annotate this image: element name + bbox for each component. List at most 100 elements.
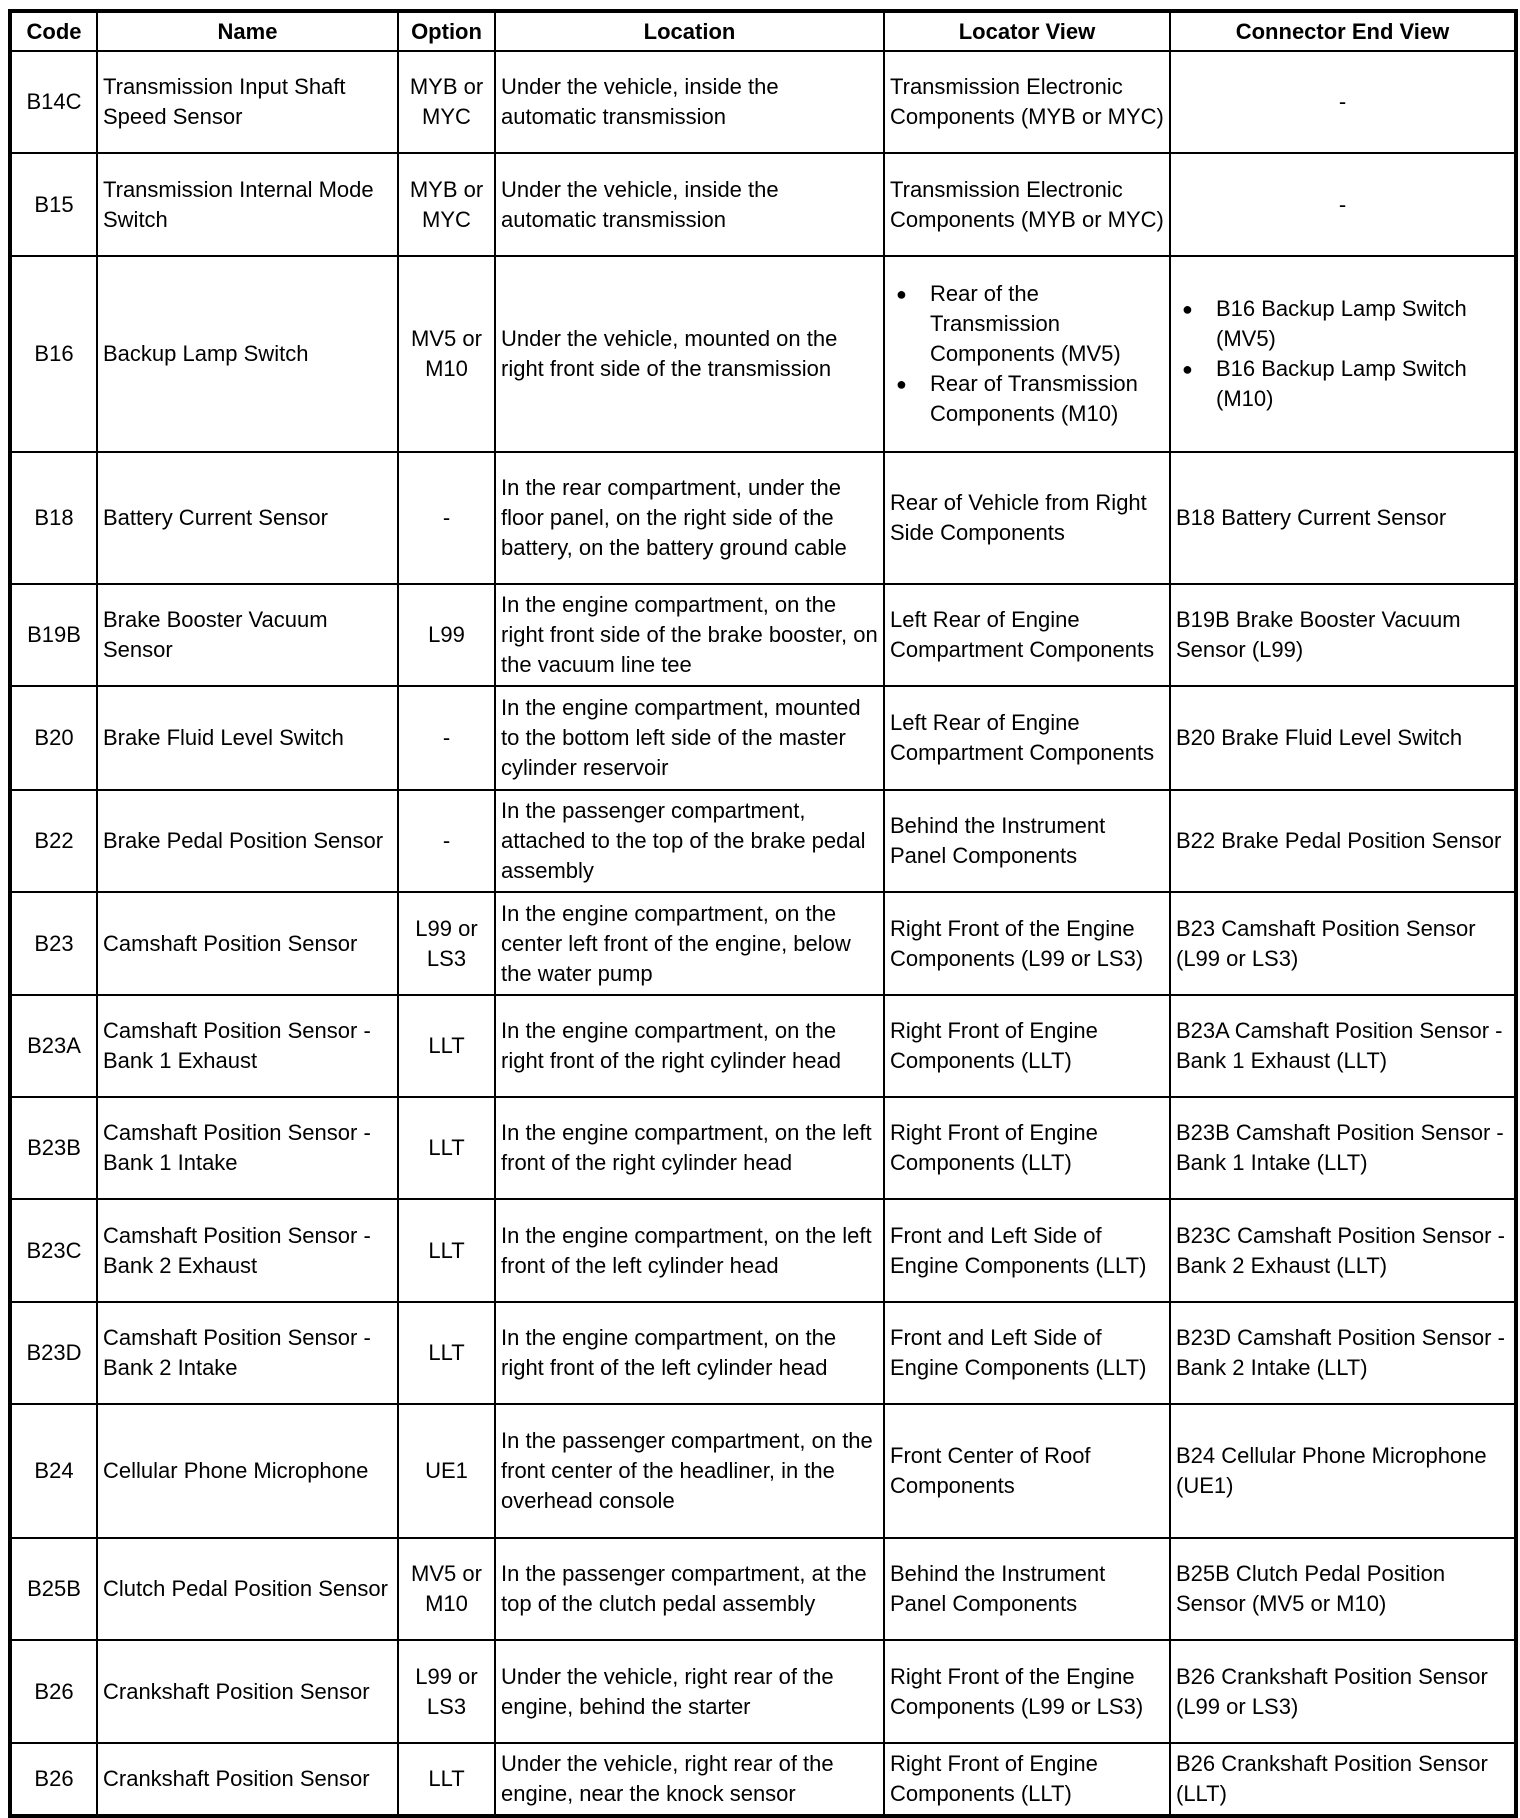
cell-code: B24 <box>9 1403 98 1539</box>
cell-code: B22 <box>9 789 98 893</box>
cell-connector: B23B Camshaft Position Sensor - Bank 1 I… <box>1169 1096 1517 1200</box>
cell-name: Crankshaft Position Sensor <box>96 1639 399 1744</box>
cell-location: Under the vehicle, inside the automatic … <box>494 152 885 257</box>
cell-location: Under the vehicle, inside the automatic … <box>494 50 885 154</box>
cell-location: In the passenger compartment, attached t… <box>494 789 885 893</box>
cell-code: B23A <box>9 994 98 1098</box>
header-code: Code <box>9 10 98 52</box>
cell-name: Camshaft Position Sensor - Bank 2 Intake <box>96 1301 399 1405</box>
bullet-item: B16 Backup Lamp Switch (M10) <box>1182 354 1509 414</box>
table-row: B19B Brake Booster Vacuum Sensor L99 In the… <box>9 583 1517 687</box>
bullet-item: Rear of the Transmission Components (MV5… <box>896 279 1164 369</box>
cell-name: Brake Booster Vacuum Sensor <box>96 583 399 687</box>
cell-code: B26 <box>9 1639 98 1744</box>
cell-option: UE1 <box>397 1403 496 1539</box>
cell-code: B23D <box>9 1301 98 1405</box>
cell-connector: B23D Camshaft Position Sensor - Bank 2 I… <box>1169 1301 1517 1405</box>
cell-option: - <box>397 685 496 791</box>
table-row: B15 Transmission Internal Mode Switch MYB … <box>9 152 1517 257</box>
cell-code: B23 <box>9 891 98 996</box>
cell-name: Camshaft Position Sensor - Bank 1 Exhaus… <box>96 994 399 1098</box>
table-row: B23 Camshaft Position Sensor L99 or LS3 In … <box>9 891 1517 996</box>
cell-code: B23B <box>9 1096 98 1200</box>
cell-locator: Left Rear of Engine Compartment Componen… <box>883 583 1171 687</box>
cell-name: Brake Fluid Level Switch <box>96 685 399 791</box>
table-row: B23D Camshaft Position Sensor - Bank 2 In… <box>9 1301 1517 1405</box>
cell-option: LLT <box>397 1301 496 1405</box>
cell-code: B16 <box>9 255 98 453</box>
cell-code: B15 <box>9 152 98 257</box>
cell-name: Camshaft Position Sensor - Bank 1 Intake <box>96 1096 399 1200</box>
table-row: B25B Clutch Pedal Position Sensor MV5 or M… <box>9 1537 1517 1641</box>
cell-location: In the engine compartment, on the right … <box>494 1301 885 1405</box>
table-row: B14C Transmission Input Shaft Speed Senso… <box>9 50 1517 154</box>
table-row: B16 Backup Lamp Switch MV5 or M10 Under the… <box>9 255 1517 453</box>
cell-option: L99 <box>397 583 496 687</box>
cell-code: B26 <box>9 1742 98 1817</box>
table-row: B26 Crankshaft Position Sensor L99 or LS3 U… <box>9 1639 1517 1744</box>
cell-connector: B24 Cellular Phone Microphone (UE1) <box>1169 1403 1517 1539</box>
cell-name: Transmission Internal Mode Switch <box>96 152 399 257</box>
cell-connector: B20 Brake Fluid Level Switch <box>1169 685 1517 791</box>
cell-location: Under the vehicle, right rear of the eng… <box>494 1639 885 1744</box>
cell-locator: Front Center of Roof Components <box>883 1403 1171 1539</box>
cell-location: In the rear compartment, under the floor… <box>494 451 885 585</box>
cell-location: Under the vehicle, mounted on the right … <box>494 255 885 453</box>
cell-code: B25B <box>9 1537 98 1641</box>
cell-connector: - <box>1169 50 1517 154</box>
cell-connector: B25B Clutch Pedal Position Sensor (MV5 o… <box>1169 1537 1517 1641</box>
cell-locator: Right Front of Engine Components (LLT) <box>883 1742 1171 1817</box>
cell-locator: Right Front of Engine Components (LLT) <box>883 994 1171 1098</box>
header-row: Code Name Option Location Locator View Connec… <box>9 10 1517 52</box>
cell-code: B20 <box>9 685 98 791</box>
cell-name: Clutch Pedal Position Sensor <box>96 1537 399 1641</box>
header-locator-view: Locator View <box>883 10 1171 52</box>
cell-code: B23C <box>9 1198 98 1303</box>
cell-code: B18 <box>9 451 98 585</box>
cell-name: Brake Pedal Position Sensor <box>96 789 399 893</box>
cell-locator: Transmission Electronic Components (MYB … <box>883 152 1171 257</box>
cell-code: B19B <box>9 583 98 687</box>
cell-locator: Right Front of the Engine Components (L9… <box>883 891 1171 996</box>
cell-connector: B23C Camshaft Position Sensor - Bank 2 E… <box>1169 1198 1517 1303</box>
cell-option: LLT <box>397 1096 496 1200</box>
cell-connector: B26 Crankshaft Position Sensor (LLT) <box>1169 1742 1517 1817</box>
cell-name: Battery Current Sensor <box>96 451 399 585</box>
cell-location: In the engine compartment, mounted to th… <box>494 685 885 791</box>
table-row: B20 Brake Fluid Level Switch - In the engin… <box>9 685 1517 791</box>
cell-option: - <box>397 451 496 585</box>
cell-connector: B16 Backup Lamp Switch (MV5)B16 Backup L… <box>1169 255 1517 453</box>
cell-location: In the engine compartment, on the left f… <box>494 1096 885 1200</box>
cell-option: MV5 or M10 <box>397 255 496 453</box>
cell-locator: Front and Left Side of Engine Components… <box>883 1198 1171 1303</box>
header-location: Location <box>494 10 885 52</box>
cell-name: Camshaft Position Sensor <box>96 891 399 996</box>
cell-locator: Behind the Instrument Panel Components <box>883 1537 1171 1641</box>
cell-location: In the engine compartment, on the center… <box>494 891 885 996</box>
cell-option: LLT <box>397 994 496 1098</box>
cell-locator: Rear of Vehicle from Right Side Componen… <box>883 451 1171 585</box>
cell-connector: B23 Camshaft Position Sensor (L99 or LS3… <box>1169 891 1517 996</box>
cell-locator: Left Rear of Engine Compartment Componen… <box>883 685 1171 791</box>
cell-location: In the engine compartment, on the right … <box>494 994 885 1098</box>
cell-location: In the passenger compartment, on the fro… <box>494 1403 885 1539</box>
cell-option: MYB or MYC <box>397 152 496 257</box>
cell-connector: B23A Camshaft Position Sensor - Bank 1 E… <box>1169 994 1517 1098</box>
component-locator-table: Code Name Option Location Locator View Connec… <box>8 9 1518 1818</box>
table-row: B23A Camshaft Position Sensor - Bank 1 Ex… <box>9 994 1517 1098</box>
table-row: B23B Camshaft Position Sensor - Bank 1 In… <box>9 1096 1517 1200</box>
cell-locator: Right Front of Engine Components (LLT) <box>883 1096 1171 1200</box>
cell-location: In the passenger compartment, at the top… <box>494 1537 885 1641</box>
cell-code: B14C <box>9 50 98 154</box>
table-row: B26 Crankshaft Position Sensor LLT Under th… <box>9 1742 1517 1817</box>
cell-locator: Behind the Instrument Panel Components <box>883 789 1171 893</box>
cell-connector: B19B Brake Booster Vacuum Sensor (L99) <box>1169 583 1517 687</box>
table-row: B22 Brake Pedal Position Sensor - In the pa… <box>9 789 1517 893</box>
cell-locator: Right Front of the Engine Components (L9… <box>883 1639 1171 1744</box>
bullet-item: B16 Backup Lamp Switch (MV5) <box>1182 294 1509 354</box>
cell-connector: B26 Crankshaft Position Sensor (L99 or L… <box>1169 1639 1517 1744</box>
cell-connector: B22 Brake Pedal Position Sensor <box>1169 789 1517 893</box>
cell-locator: Rear of the Transmission Components (MV5… <box>883 255 1171 453</box>
cell-name: Crankshaft Position Sensor <box>96 1742 399 1817</box>
cell-locator: Transmission Electronic Components (MYB … <box>883 50 1171 154</box>
